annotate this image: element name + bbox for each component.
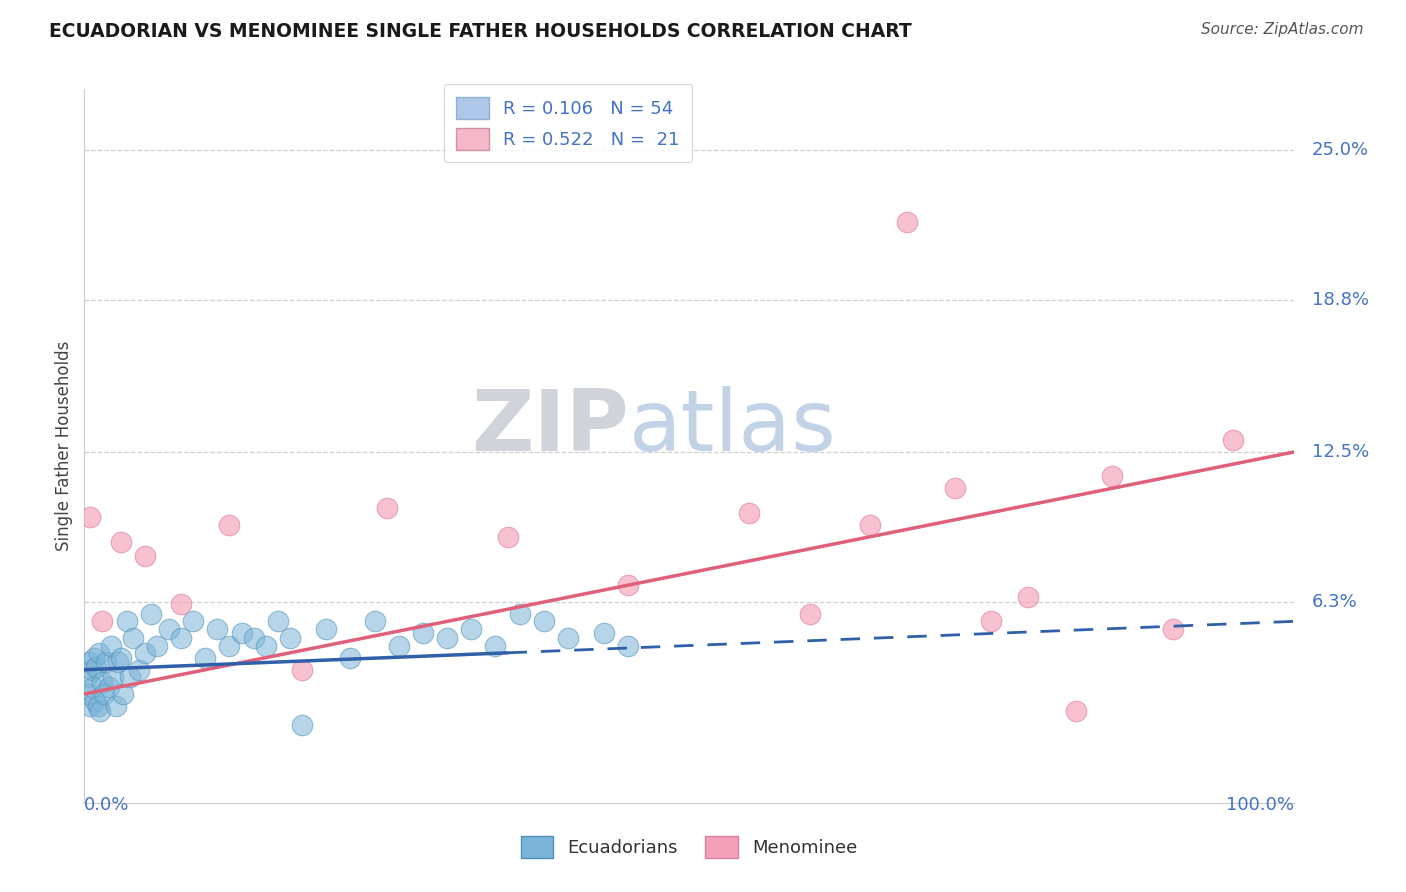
Point bbox=[93, 687, 115, 701]
Point bbox=[89, 704, 111, 718]
Point bbox=[617, 639, 640, 653]
Point bbox=[617, 578, 640, 592]
Point bbox=[339, 650, 361, 665]
Point bbox=[375, 500, 398, 515]
Point bbox=[593, 626, 616, 640]
Point bbox=[100, 639, 122, 653]
Point bbox=[104, 699, 127, 714]
Point bbox=[84, 694, 107, 708]
Point bbox=[896, 215, 918, 229]
Point bbox=[242, 632, 264, 646]
Point bbox=[86, 660, 108, 674]
Point bbox=[94, 656, 117, 670]
Text: 18.8%: 18.8% bbox=[1312, 291, 1368, 309]
Point bbox=[107, 656, 129, 670]
Point bbox=[1222, 433, 1244, 447]
Text: Source: ZipAtlas.com: Source: ZipAtlas.com bbox=[1201, 22, 1364, 37]
Point bbox=[110, 534, 132, 549]
Point bbox=[87, 646, 110, 660]
Text: ECUADORIAN VS MENOMINEE SINGLE FATHER HOUSEHOLDS CORRELATION CHART: ECUADORIAN VS MENOMINEE SINGLE FATHER HO… bbox=[49, 22, 912, 41]
Text: 12.5%: 12.5% bbox=[1312, 443, 1369, 461]
Point bbox=[91, 674, 114, 689]
Point bbox=[254, 639, 277, 653]
Point bbox=[460, 622, 482, 636]
Point bbox=[128, 663, 150, 677]
Point bbox=[738, 506, 761, 520]
Text: ZIP: ZIP bbox=[471, 386, 628, 469]
Point bbox=[278, 632, 301, 646]
Point bbox=[103, 670, 125, 684]
Point bbox=[315, 622, 337, 636]
Point bbox=[112, 687, 135, 701]
Point bbox=[97, 680, 120, 694]
Point bbox=[1161, 622, 1184, 636]
Point bbox=[388, 639, 411, 653]
Point bbox=[110, 650, 132, 665]
Point bbox=[76, 670, 98, 684]
Point bbox=[86, 699, 108, 714]
Point bbox=[91, 615, 114, 629]
Point bbox=[83, 650, 105, 665]
Point bbox=[170, 598, 193, 612]
Point bbox=[231, 626, 253, 640]
Point bbox=[291, 718, 314, 732]
Point bbox=[139, 607, 162, 621]
Point bbox=[146, 639, 169, 653]
Point bbox=[509, 607, 531, 621]
Point bbox=[533, 615, 555, 629]
Point bbox=[363, 615, 385, 629]
Point bbox=[79, 510, 101, 524]
Point bbox=[157, 622, 180, 636]
Point bbox=[77, 656, 100, 670]
Point bbox=[194, 650, 217, 665]
Point bbox=[1017, 590, 1039, 604]
Point bbox=[120, 670, 142, 684]
Text: atlas: atlas bbox=[628, 386, 837, 469]
Point bbox=[291, 663, 314, 677]
Point bbox=[412, 626, 434, 640]
Point bbox=[980, 615, 1002, 629]
Point bbox=[80, 663, 103, 677]
Point bbox=[1101, 469, 1123, 483]
Text: 0.0%: 0.0% bbox=[84, 796, 129, 814]
Point bbox=[943, 481, 966, 495]
Point bbox=[218, 517, 240, 532]
Point bbox=[79, 699, 101, 714]
Point bbox=[170, 632, 193, 646]
Point bbox=[1064, 704, 1087, 718]
Point bbox=[436, 632, 458, 646]
Point bbox=[859, 517, 882, 532]
Point bbox=[557, 632, 579, 646]
Point bbox=[77, 687, 100, 701]
Point bbox=[134, 549, 156, 563]
Point bbox=[121, 632, 143, 646]
Point bbox=[134, 646, 156, 660]
Point bbox=[115, 615, 138, 629]
Point bbox=[484, 639, 506, 653]
Point bbox=[82, 680, 104, 694]
Point bbox=[207, 622, 229, 636]
Point bbox=[496, 530, 519, 544]
Point bbox=[799, 607, 821, 621]
Point bbox=[181, 615, 204, 629]
Y-axis label: Single Father Households: Single Father Households bbox=[55, 341, 73, 551]
Text: 100.0%: 100.0% bbox=[1226, 796, 1294, 814]
Point bbox=[218, 639, 240, 653]
Point bbox=[267, 615, 290, 629]
Text: 6.3%: 6.3% bbox=[1312, 593, 1357, 611]
Text: 25.0%: 25.0% bbox=[1312, 141, 1369, 159]
Legend: Ecuadorians, Menominee: Ecuadorians, Menominee bbox=[513, 829, 865, 865]
